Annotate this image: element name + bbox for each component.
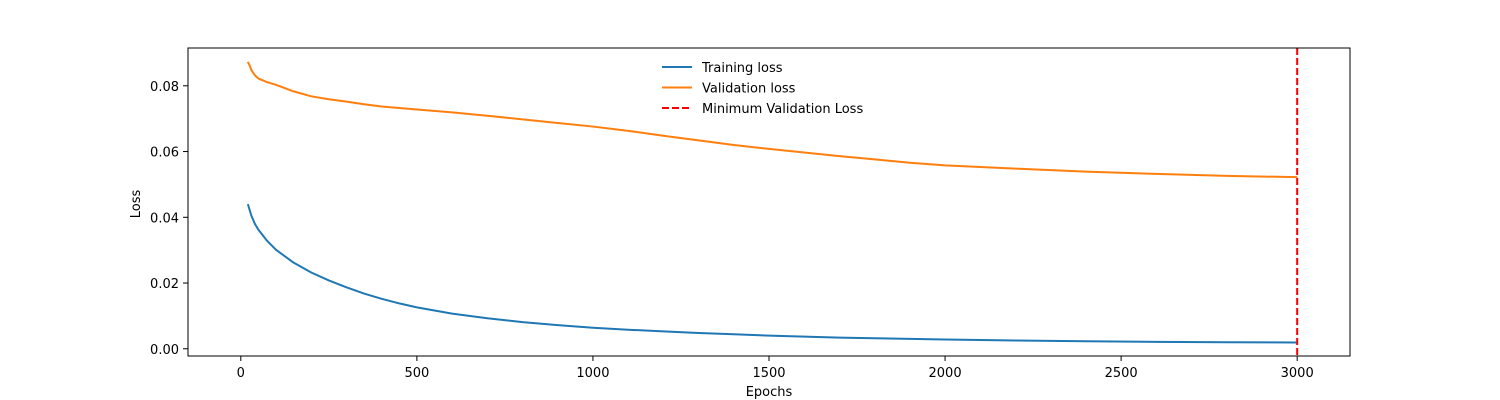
y-tick-label: 0.02 <box>150 277 179 292</box>
x-axis-label: Epochs <box>746 385 793 400</box>
x-axis-ticks: 0 500 1000 1500 2000 2500 3000 <box>237 356 1314 381</box>
legend-label-validation-loss: Validation loss <box>702 82 796 97</box>
x-tick-label: 500 <box>404 366 429 381</box>
x-tick-label: 0 <box>237 366 245 381</box>
legend-label-minimum-validation-loss: Minimum Validation Loss <box>702 102 863 117</box>
x-tick-label: 1500 <box>752 366 785 381</box>
x-tick-label: 3000 <box>1281 366 1314 381</box>
validation-loss-line <box>246 61 1298 179</box>
y-axis-ticks: 0.00 0.02 0.04 0.06 0.08 <box>150 80 188 358</box>
y-tick-label: 0.06 <box>150 146 179 161</box>
y-tick-label: 0.08 <box>150 80 179 95</box>
x-tick-label: 2500 <box>1105 366 1138 381</box>
y-tick-label: 0.04 <box>150 211 179 226</box>
legend-label-training-loss: Training loss <box>701 61 783 76</box>
y-tick-label: 0.00 <box>150 343 179 358</box>
y-axis-label: Loss <box>129 190 144 219</box>
training-loss-line <box>246 203 1298 344</box>
x-tick-label: 1000 <box>576 366 609 381</box>
legend: Training loss Validation loss Minimum Vali… <box>662 61 863 117</box>
plot-marks <box>246 48 1299 356</box>
x-tick-label: 2000 <box>929 366 962 381</box>
